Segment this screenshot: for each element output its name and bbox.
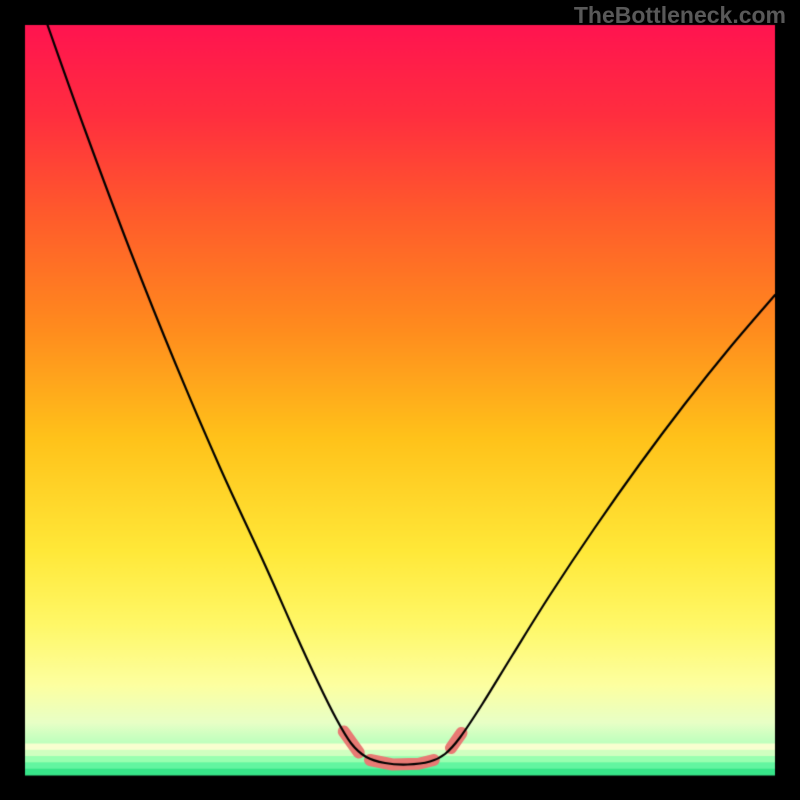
- bottleneck-curve-chart: [0, 0, 800, 800]
